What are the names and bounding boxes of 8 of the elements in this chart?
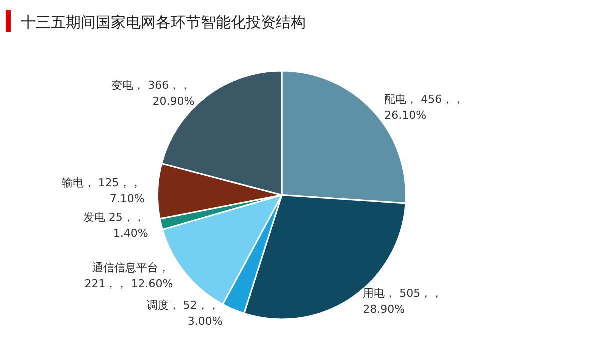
slice-label: 配电， 456，， 26.10% xyxy=(384,93,468,122)
slice-label: 发电 25，， 1.40% xyxy=(83,210,148,240)
chart-title: 十三五期间国家电网各环节智能化投资结构 xyxy=(21,14,306,32)
slice-label: 用电， 505，， 28.90% xyxy=(363,286,446,316)
slice-label: 变电， 366，， 20.90% xyxy=(112,79,195,108)
slice-label: 输电， 125，， 7.10% xyxy=(62,176,145,206)
slice-label: 通信信息平台， 221，， 12.60% xyxy=(84,261,174,290)
slice-label: 调度， 52，， 3.00% xyxy=(146,298,223,328)
